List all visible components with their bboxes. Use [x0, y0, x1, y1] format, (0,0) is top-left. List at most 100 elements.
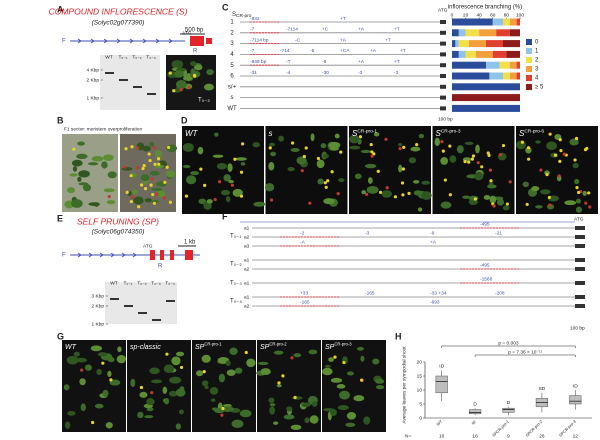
leaf — [486, 184, 497, 189]
leaf — [360, 149, 371, 154]
atg: ATG — [574, 216, 584, 222]
flower — [213, 197, 217, 202]
leaf — [304, 417, 310, 424]
letter: SD — [539, 386, 546, 392]
flower — [150, 391, 154, 395]
leaf — [153, 164, 165, 169]
band — [105, 72, 114, 74]
leaf — [169, 390, 178, 397]
arrowhead — [103, 38, 108, 44]
leaf — [328, 141, 341, 149]
leaf — [531, 185, 540, 192]
exon — [160, 250, 164, 260]
leaf — [240, 162, 246, 166]
leaf — [216, 162, 227, 170]
bar-segment — [452, 50, 459, 58]
label-base: S — [519, 129, 525, 138]
leaf — [107, 171, 117, 179]
flower — [559, 149, 563, 153]
flower — [163, 180, 167, 184]
flower — [400, 181, 405, 185]
flower — [80, 368, 84, 372]
lane-label: T₀₋₃ — [151, 280, 160, 286]
leaf — [193, 64, 203, 71]
flower — [187, 85, 191, 90]
legend-label: 0 — [535, 40, 539, 46]
flower — [129, 199, 133, 204]
edit-label: -495 — [480, 221, 490, 227]
flower — [577, 190, 581, 195]
leaf — [334, 133, 340, 139]
letter: ID — [573, 383, 578, 389]
flower — [293, 395, 297, 400]
flower — [488, 168, 492, 172]
size-label: 2 Kbp — [91, 303, 104, 309]
bar-segment — [516, 18, 520, 26]
band — [138, 312, 147, 314]
gene-id: (Solyc02g077390) — [92, 20, 145, 27]
allele-label: a2 — [244, 266, 250, 272]
leaf — [209, 386, 219, 395]
label-sup: CR-pro-2 — [269, 342, 287, 347]
leaf — [71, 199, 83, 208]
flower — [574, 136, 579, 141]
edit-label: -693 — [430, 299, 440, 305]
leaf — [231, 419, 244, 428]
leaf — [201, 380, 209, 387]
label-sup: CR-pro-1 — [204, 342, 222, 347]
box — [502, 407, 515, 413]
n-label: 16 — [472, 433, 478, 439]
leaf — [106, 200, 116, 205]
edit-label: +T — [340, 16, 346, 22]
edit-label: +33 — [300, 290, 308, 296]
edit-label: +T — [385, 37, 391, 43]
label-sup: CR-pro-1 — [357, 129, 377, 135]
leaf — [171, 356, 181, 366]
bar-segment — [499, 61, 510, 69]
atg: ATG — [182, 30, 192, 36]
arrowhead — [132, 252, 137, 258]
panel-label: E — [57, 213, 63, 223]
flower — [573, 158, 577, 162]
leaf — [363, 416, 371, 425]
leaf — [257, 361, 269, 366]
edit-label: +A — [370, 48, 377, 54]
bar-segment — [492, 18, 503, 26]
primer: R — [193, 49, 198, 55]
leaf — [337, 405, 349, 411]
leaf — [64, 421, 71, 430]
bar-segment — [452, 29, 459, 37]
leaf — [269, 142, 276, 147]
leaf — [361, 190, 367, 195]
leaf — [348, 145, 361, 150]
panel-label: G — [57, 331, 64, 341]
leaf — [522, 181, 529, 188]
leaf — [574, 178, 580, 185]
bar-segment — [452, 72, 490, 80]
edit-label: +T — [394, 59, 400, 65]
leaf — [96, 368, 102, 376]
leaf — [206, 199, 213, 204]
leaf — [204, 385, 209, 390]
flower — [290, 141, 295, 145]
flower — [505, 202, 509, 206]
bracket — [474, 354, 576, 357]
legend-swatch — [526, 66, 532, 72]
leaf — [164, 398, 170, 405]
flower — [473, 197, 478, 201]
flower — [239, 170, 244, 174]
p-value: p = 0.003 — [498, 340, 518, 346]
bar-segment — [452, 40, 456, 48]
leaf — [203, 201, 208, 209]
leaf — [144, 415, 154, 419]
leaf — [133, 196, 144, 205]
leaf — [78, 170, 90, 178]
flower — [487, 153, 491, 158]
leaf — [196, 370, 204, 377]
gene-id: (Solyc06g074350) — [92, 229, 145, 236]
photo-label: WT — [65, 344, 77, 351]
flower — [441, 149, 445, 153]
arrowhead — [142, 38, 147, 44]
label-base: SP — [325, 344, 335, 351]
edit-label: -7 — [250, 48, 255, 54]
